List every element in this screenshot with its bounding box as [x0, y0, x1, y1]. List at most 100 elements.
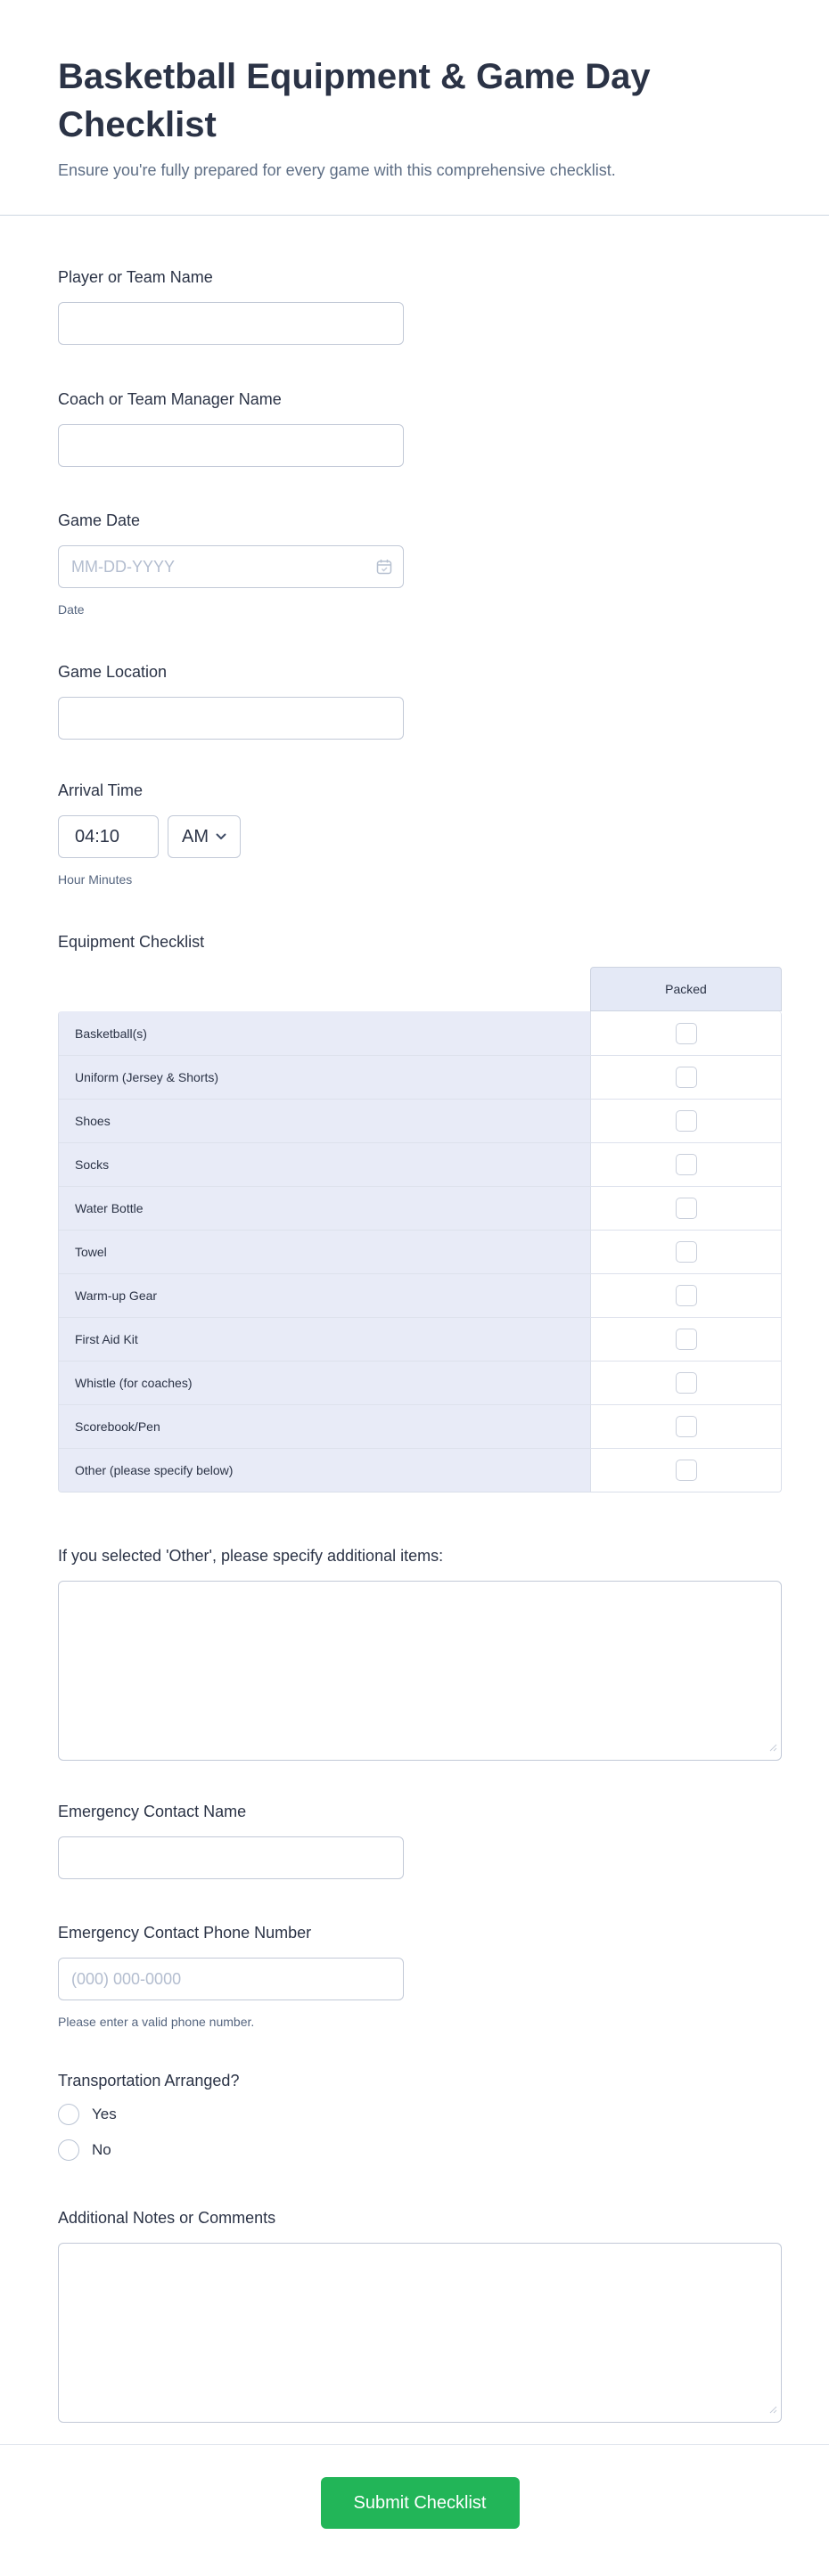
field-game-date: Game Date Date — [58, 510, 782, 618]
field-arrival-time: Arrival Time AM Hour Minutes — [58, 780, 782, 888]
packed-checkbox[interactable] — [675, 1372, 697, 1394]
arrival-time-input[interactable] — [58, 815, 159, 858]
checklist-table-body: Basketball(s) Uniform (Jersey & Shorts) … — [58, 1011, 782, 1492]
equipment-checklist-label: Equipment Checklist — [58, 933, 205, 951]
row-check-cell — [590, 1362, 781, 1404]
coach-name-input[interactable] — [58, 424, 404, 467]
emergency-name-input[interactable] — [58, 1836, 404, 1879]
row-label: Shoes — [59, 1100, 590, 1142]
radio-circle-no[interactable] — [58, 2139, 79, 2161]
packed-checkbox[interactable] — [675, 1285, 697, 1306]
submit-row: Submit Checklist — [58, 2477, 782, 2572]
game-location-input[interactable] — [58, 697, 404, 740]
notes-textarea[interactable] — [59, 2244, 781, 2422]
table-row: Whistle (for coaches) — [59, 1361, 781, 1404]
radio-label-no[interactable]: No — [92, 2141, 111, 2158]
game-date-input-wrap — [58, 545, 404, 588]
row-label: First Aid Kit — [59, 1318, 590, 1361]
field-transportation: Transportation Arranged? Yes No — [58, 2070, 782, 2161]
meridiem-value: AM — [182, 826, 209, 846]
packed-checkbox[interactable] — [675, 1241, 697, 1263]
divider — [0, 2444, 829, 2445]
transportation-radio-group: Yes No — [58, 2104, 782, 2161]
row-label: Uniform (Jersey & Shorts) — [59, 1056, 590, 1099]
emergency-name-label: Emergency Contact Name — [58, 1803, 247, 1820]
field-emergency-name: Emergency Contact Name — [58, 1801, 782, 1879]
table-row: Socks — [59, 1142, 781, 1186]
packed-column-header: Packed — [590, 967, 782, 1011]
packed-checkbox[interactable] — [675, 1198, 697, 1219]
table-row: Other (please specify below) — [59, 1448, 781, 1492]
table-row: Warm-up Gear — [59, 1273, 781, 1317]
table-row: Uniform (Jersey & Shorts) — [59, 1055, 781, 1099]
field-coach-name: Coach or Team Manager Name — [58, 388, 782, 467]
submit-button[interactable]: Submit Checklist — [320, 2477, 520, 2529]
resize-handle[interactable] — [768, 2402, 777, 2418]
emergency-phone-label: Emergency Contact Phone Number — [58, 1924, 312, 1942]
player-name-input[interactable] — [58, 302, 404, 345]
table-row: First Aid Kit — [59, 1317, 781, 1361]
radio-label-yes[interactable]: Yes — [92, 2106, 117, 2122]
row-check-cell — [590, 1187, 781, 1230]
radio-circle-yes[interactable] — [58, 2104, 79, 2125]
row-label: Towel — [59, 1231, 590, 1273]
row-label: Basketball(s) — [59, 1011, 590, 1055]
game-date-hint: Date — [58, 602, 85, 617]
table-row: Shoes — [59, 1099, 781, 1142]
field-other-items: If you selected 'Other', please specify … — [58, 1545, 782, 1761]
form-header: Basketball Equipment & Game Day Checklis… — [0, 0, 829, 216]
radio-option-no[interactable]: No — [58, 2139, 782, 2161]
emergency-phone-input[interactable] — [58, 1958, 404, 2000]
chevron-down-icon — [216, 833, 226, 840]
arrival-time-hint: Hour Minutes — [58, 872, 133, 887]
field-emergency-phone: Emergency Contact Phone Number Please en… — [58, 1922, 782, 2031]
row-check-cell — [590, 1143, 781, 1186]
packed-checkbox[interactable] — [675, 1416, 697, 1437]
calendar-icon[interactable] — [375, 558, 393, 576]
game-date-input[interactable] — [58, 545, 404, 588]
row-check-cell — [590, 1274, 781, 1317]
meridiem-select[interactable]: AM — [168, 815, 241, 858]
field-notes: Additional Notes or Comments — [58, 2207, 782, 2423]
checklist-table: Packed Basketball(s) Uniform (Jersey & S… — [58, 967, 782, 1492]
row-label: Other (please specify below) — [59, 1449, 590, 1492]
player-name-label: Player or Team Name — [58, 268, 213, 286]
packed-checkbox[interactable] — [675, 1154, 697, 1175]
table-row: Water Bottle — [59, 1186, 781, 1230]
transportation-label: Transportation Arranged? — [58, 2072, 240, 2089]
other-items-textarea[interactable] — [59, 1582, 781, 1760]
row-check-cell — [590, 1011, 781, 1055]
coach-name-label: Coach or Team Manager Name — [58, 390, 282, 408]
header-spacer — [58, 967, 590, 1011]
row-label: Whistle (for coaches) — [59, 1362, 590, 1404]
packed-checkbox[interactable] — [675, 1329, 697, 1350]
row-check-cell — [590, 1318, 781, 1361]
packed-checkbox[interactable] — [675, 1067, 697, 1088]
row-check-cell — [590, 1231, 781, 1273]
table-row: Basketball(s) — [59, 1011, 781, 1055]
emergency-phone-hint: Please enter a valid phone number. — [58, 2015, 255, 2029]
game-location-label: Game Location — [58, 663, 168, 681]
row-check-cell — [590, 1449, 781, 1492]
checklist-table-header: Packed — [58, 967, 782, 1011]
row-label: Warm-up Gear — [59, 1274, 590, 1317]
radio-option-yes[interactable]: Yes — [58, 2104, 782, 2125]
notes-label: Additional Notes or Comments — [58, 2209, 276, 2227]
notes-textarea-wrap — [58, 2243, 782, 2423]
row-check-cell — [590, 1100, 781, 1142]
field-player-name: Player or Team Name — [58, 266, 782, 345]
table-row: Scorebook/Pen — [59, 1404, 781, 1448]
packed-checkbox[interactable] — [675, 1110, 697, 1132]
field-game-location: Game Location — [58, 661, 782, 740]
packed-checkbox[interactable] — [675, 1022, 697, 1044]
resize-handle[interactable] — [768, 1740, 777, 1756]
game-date-label: Game Date — [58, 511, 141, 529]
arrival-time-label: Arrival Time — [58, 781, 144, 799]
packed-checkbox[interactable] — [675, 1460, 697, 1481]
other-items-textarea-wrap — [58, 1581, 782, 1761]
page-subtitle: Ensure you're fully prepared for every g… — [58, 161, 616, 179]
field-equipment-checklist: Equipment Checklist Packed Basketball(s)… — [58, 931, 782, 1492]
row-check-cell — [590, 1056, 781, 1099]
table-row: Towel — [59, 1230, 781, 1273]
page-title: Basketball Equipment & Game Day Checklis… — [58, 57, 651, 144]
